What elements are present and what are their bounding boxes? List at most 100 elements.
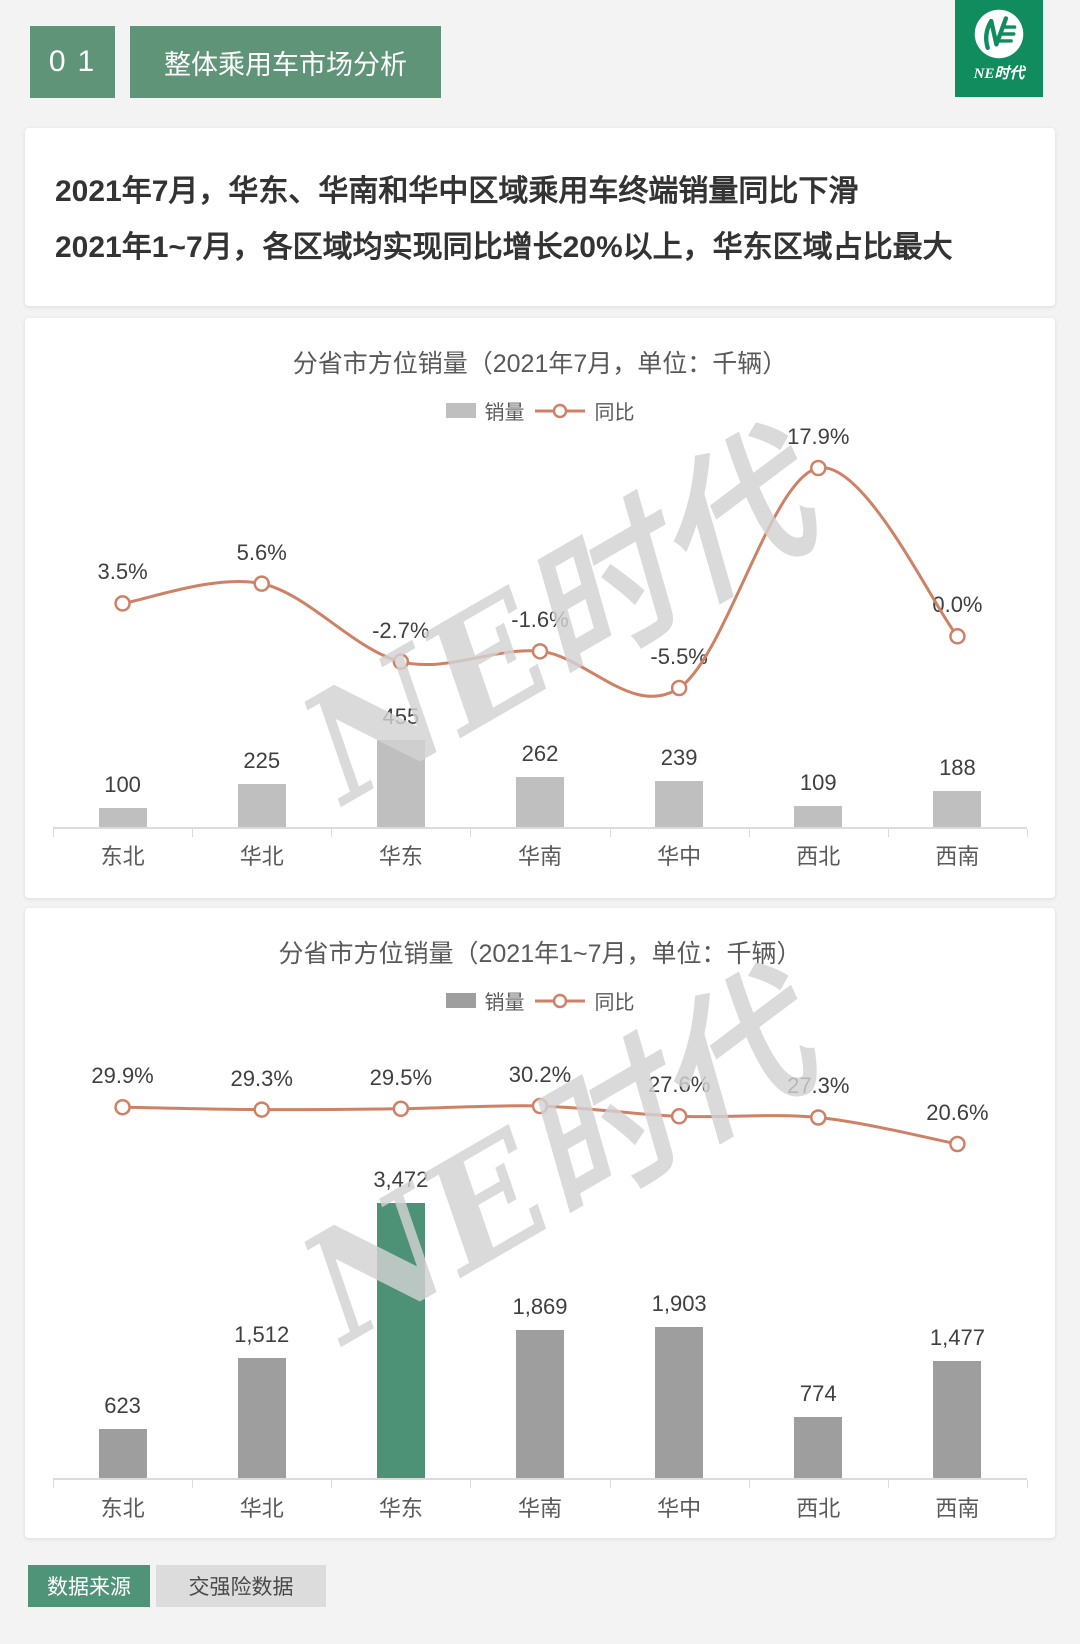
data-source-value-badge: 交强险数据 xyxy=(156,1565,326,1607)
line-point xyxy=(949,1135,966,1153)
bar xyxy=(516,776,564,827)
category-label: 华东 xyxy=(378,1496,423,1521)
line-point xyxy=(392,1100,410,1118)
bar xyxy=(933,791,982,827)
ne-times-logo: NE时代 xyxy=(955,0,1043,97)
line-point xyxy=(670,1108,688,1125)
line-point xyxy=(670,679,688,697)
legend-bar-label: 销量 xyxy=(484,402,525,424)
legend-line-label: 同比 xyxy=(594,992,635,1014)
line-percent-label: 27.6% xyxy=(647,1072,711,1098)
category-label: 华北 xyxy=(239,1496,284,1521)
line-point xyxy=(531,643,549,660)
line-percent-label: 17.9% xyxy=(787,424,850,449)
category-label: 华南 xyxy=(517,844,562,869)
axis-tick xyxy=(331,1480,333,1488)
category-label: 华中 xyxy=(657,1496,702,1521)
bar xyxy=(98,807,147,827)
bar xyxy=(655,781,704,827)
legend-line-label: 同比 xyxy=(594,402,635,424)
line-percent-label: 20.6% xyxy=(926,1100,989,1125)
line-percent-label: 3.5% xyxy=(97,559,148,585)
chart-card-july: 分省市方位销量（2021年7月，单位：千辆） 销量 同比 东北 华北 华东 华南 华中 西… xyxy=(25,318,1055,898)
category-label: 华东 xyxy=(378,844,423,869)
line-point xyxy=(392,653,410,670)
axis-tick xyxy=(1027,829,1028,837)
category-label: 西北 xyxy=(796,844,841,869)
bar-value-label: 109 xyxy=(799,770,837,796)
chart-legend: 销量 同比 xyxy=(25,986,1055,1015)
bar xyxy=(794,806,843,827)
category-label: 西南 xyxy=(935,844,980,869)
axis-tick xyxy=(331,829,333,837)
bar-value-label: 262 xyxy=(521,740,559,766)
plot-area: 东北 华北 华东 华南 华中 西北 西南 100 225 455 262 239 109 188 3.5% 5… xyxy=(25,318,1055,898)
bar xyxy=(376,740,425,827)
trend-line xyxy=(114,459,966,698)
section-title: 整体乘用车市场分析 xyxy=(130,26,441,98)
line-point xyxy=(810,1109,827,1126)
category-label: 东北 xyxy=(100,1496,145,1521)
line-percent-label: 30.2% xyxy=(508,1062,572,1087)
category-label: 东北 xyxy=(100,844,145,869)
axis-tick xyxy=(609,829,611,837)
bar-value-label: 774 xyxy=(799,1380,837,1406)
line-point xyxy=(114,1098,131,1116)
axis-tick xyxy=(748,1480,750,1488)
line-percent-label: -5.5% xyxy=(650,644,708,669)
line-percent-label: -1.6% xyxy=(511,607,569,633)
bar xyxy=(794,1416,843,1478)
plot-area: 东北 华北 华东 华南 华中 西北 西南 623 1,512 3,472 1,869 1,903 774… xyxy=(25,908,1055,1538)
axis-tick xyxy=(609,1480,611,1488)
summary-line-1: 2021年7月，华东、华南和华中区域乘用车终端销量同比下滑 xyxy=(55,175,859,208)
chart-legend: 销量 同比 xyxy=(25,396,1055,425)
axis-tick xyxy=(192,829,194,837)
axis-tick xyxy=(53,829,54,837)
bar-value-label: 3,472 xyxy=(373,1167,429,1192)
category-label: 西北 xyxy=(796,1496,841,1521)
line-point xyxy=(949,628,966,645)
line-point xyxy=(253,1101,270,1118)
chart-card-jan-jul: 分省市方位销量（2021年1~7月，单位：千辆） 销量 同比 东北 华北 华东 华南 华… xyxy=(25,908,1055,1538)
bar-value-label: 225 xyxy=(243,747,281,773)
legend-bar-swatch xyxy=(445,993,476,1008)
axis-line xyxy=(53,827,1027,829)
bar-value-label: 100 xyxy=(104,771,141,797)
bar-value-label: 455 xyxy=(382,704,420,729)
legend-line-swatch xyxy=(534,993,586,1009)
line-percent-label: 29.3% xyxy=(230,1065,293,1091)
line-point xyxy=(253,575,270,592)
axis-tick xyxy=(470,829,472,837)
legend-bar-swatch xyxy=(445,403,476,418)
chart-title: 分省市方位销量（2021年7月，单位：千辆） xyxy=(292,350,788,378)
line-point xyxy=(531,1097,549,1115)
bar-value-label: 1,512 xyxy=(234,1322,290,1348)
bar xyxy=(376,1203,425,1478)
bar-value-label: 188 xyxy=(939,755,976,781)
axis-tick xyxy=(887,829,889,837)
category-label: 西南 xyxy=(935,1496,980,1521)
line-percent-label: 29.5% xyxy=(369,1064,433,1090)
logo-text: NE时代 xyxy=(973,66,1025,82)
line-point xyxy=(810,459,827,477)
summary-card: 2021年7月，华东、华南和华中区域乘用车终端销量同比下滑 2021年1~7月，… xyxy=(25,128,1055,306)
trend-line xyxy=(114,1097,966,1153)
bar xyxy=(933,1361,982,1478)
bar-value-label: 1,903 xyxy=(651,1291,707,1317)
bar-value-label: 239 xyxy=(660,745,698,771)
category-label: 华南 xyxy=(517,1496,562,1521)
bar-value-label: 1,477 xyxy=(929,1325,985,1350)
axis-tick xyxy=(192,1480,194,1488)
category-label: 华北 xyxy=(239,844,284,869)
axis-tick xyxy=(748,829,750,837)
line-percent-label: 29.9% xyxy=(91,1063,154,1089)
axis-tick xyxy=(887,1480,889,1488)
bar-value-label: 623 xyxy=(104,1392,141,1418)
axis-tick xyxy=(470,1480,472,1488)
section-number-badge: 01 xyxy=(30,26,115,98)
axis-line xyxy=(53,1478,1027,1480)
chart-title: 分省市方位销量（2021年1~7月，单位：千辆） xyxy=(278,940,802,968)
axis-tick xyxy=(1027,1480,1028,1488)
bar xyxy=(516,1329,564,1478)
